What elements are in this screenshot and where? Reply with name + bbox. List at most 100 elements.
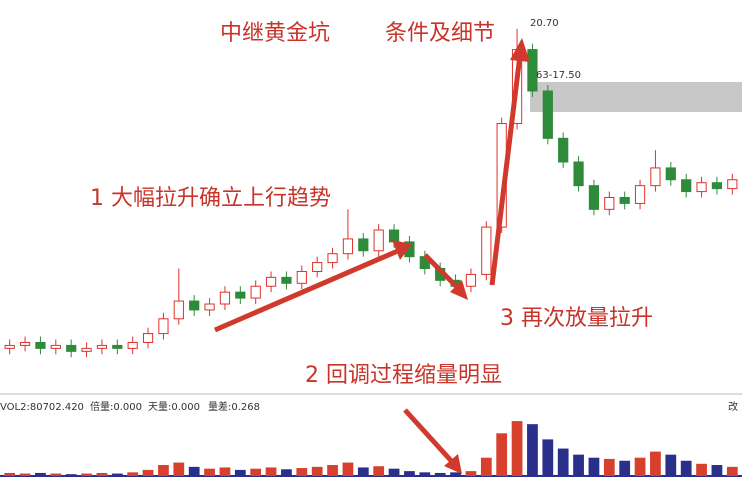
- candle-body: [527, 49, 538, 92]
- candle-body: [604, 197, 615, 210]
- candle-body: [665, 167, 676, 181]
- candle-body: [4, 344, 15, 349]
- volume-bar: [603, 458, 615, 476]
- volume-bar: [327, 465, 338, 476]
- indicator-label: 改: [728, 400, 738, 413]
- candle-body: [158, 318, 169, 335]
- highlight-box: [530, 82, 742, 112]
- volume-bar: [465, 471, 477, 476]
- candle-body: [573, 161, 584, 187]
- volume-bar: [219, 467, 231, 476]
- candle-body: [358, 238, 369, 252]
- candle-body: [727, 179, 738, 190]
- volume-bar: [619, 460, 631, 476]
- volume-bar: [35, 472, 46, 476]
- volume-bar: [588, 457, 600, 476]
- candle-body: [265, 276, 277, 287]
- candle-body: [465, 273, 477, 287]
- candle-body: [235, 291, 246, 299]
- candle-body: [50, 344, 61, 349]
- volume-bar: [81, 473, 92, 476]
- price-label: 20.70: [530, 18, 559, 29]
- volume-bar: [650, 451, 661, 476]
- candle-body: [35, 341, 46, 349]
- volume-bar: [142, 469, 154, 476]
- candle-body: [373, 229, 384, 252]
- volume-bar: [680, 460, 692, 476]
- volume-bar: [204, 468, 215, 476]
- candle-body: [250, 285, 261, 299]
- candle-body: [634, 185, 646, 204]
- volume-bar: [542, 439, 554, 476]
- candle-body: [542, 90, 553, 139]
- volume-bar: [357, 467, 369, 476]
- candle-body: [112, 344, 123, 349]
- candle-body: [327, 253, 338, 264]
- candle-body: [189, 300, 200, 311]
- title: 中继黄金坑: [220, 21, 330, 46]
- volume-bar: [419, 472, 431, 476]
- volume-bar: [634, 457, 646, 476]
- marks: [4, 28, 738, 476]
- volume-bar: [311, 466, 323, 476]
- volume-bar: [265, 467, 277, 476]
- volume-bar: [404, 471, 415, 476]
- volume-bar: [696, 463, 707, 476]
- volume-bar: [480, 457, 492, 476]
- candle-body: [619, 197, 630, 204]
- volume-bar: [450, 472, 461, 476]
- indicator-label: 量差:0.268: [208, 400, 260, 413]
- volume-bar: [342, 462, 354, 476]
- volume-bar: [188, 466, 200, 476]
- candle-body: [312, 262, 323, 272]
- candle-body: [96, 344, 108, 349]
- volume-bar: [373, 466, 385, 476]
- volume-bar: [50, 473, 62, 476]
- candle-body: [711, 182, 723, 190]
- annotation: 1 大幅拉升确立上行趋势: [90, 186, 331, 211]
- volume-bar: [711, 465, 723, 476]
- annotation: 3 再次放量拉升: [500, 306, 653, 331]
- candle-body: [296, 270, 307, 284]
- volume-bar: [234, 469, 246, 476]
- volume-bar: [665, 454, 677, 476]
- candle-body: [127, 341, 138, 349]
- volume-bar: [434, 472, 446, 476]
- indicator-label: 倍量:0.000: [90, 400, 142, 413]
- volume-bar: [65, 474, 77, 476]
- candle-body: [388, 229, 400, 243]
- volume-bar: [158, 465, 169, 476]
- volume-bar: [573, 454, 584, 476]
- candle-body: [219, 291, 231, 305]
- volume-bar: [496, 433, 508, 476]
- price-label: 63-17.50: [536, 70, 581, 81]
- candle-body: [650, 167, 661, 187]
- volume-bar: [111, 473, 123, 476]
- volume-bar: [4, 472, 16, 476]
- annotation: 2 回调过程缩量明显: [305, 363, 502, 388]
- candle-body: [142, 333, 154, 343]
- candle-body: [696, 182, 707, 193]
- indicator-label: 天量:0.000: [148, 401, 200, 413]
- candle-body: [204, 303, 215, 311]
- candle-body: [588, 185, 600, 210]
- candle-body: [558, 137, 569, 163]
- volume-bar: [511, 421, 523, 476]
- subtitle: 条件及细节: [385, 21, 495, 46]
- candle-body: [19, 341, 31, 346]
- volume-bar: [19, 473, 31, 476]
- volume-bar: [557, 448, 569, 476]
- candle-body: [281, 276, 292, 284]
- volume-bar: [173, 462, 185, 476]
- candle-body: [173, 300, 184, 320]
- candle-body: [342, 238, 354, 255]
- indicator-label: VOL2:80702.420: [0, 402, 84, 413]
- candle-body: [481, 226, 492, 275]
- volume-bar: [527, 424, 538, 476]
- volume-bar: [96, 472, 108, 476]
- volume-bar: [296, 468, 308, 476]
- candle-body: [81, 347, 92, 352]
- volume-bar: [726, 466, 738, 476]
- arrows: [214, 38, 530, 474]
